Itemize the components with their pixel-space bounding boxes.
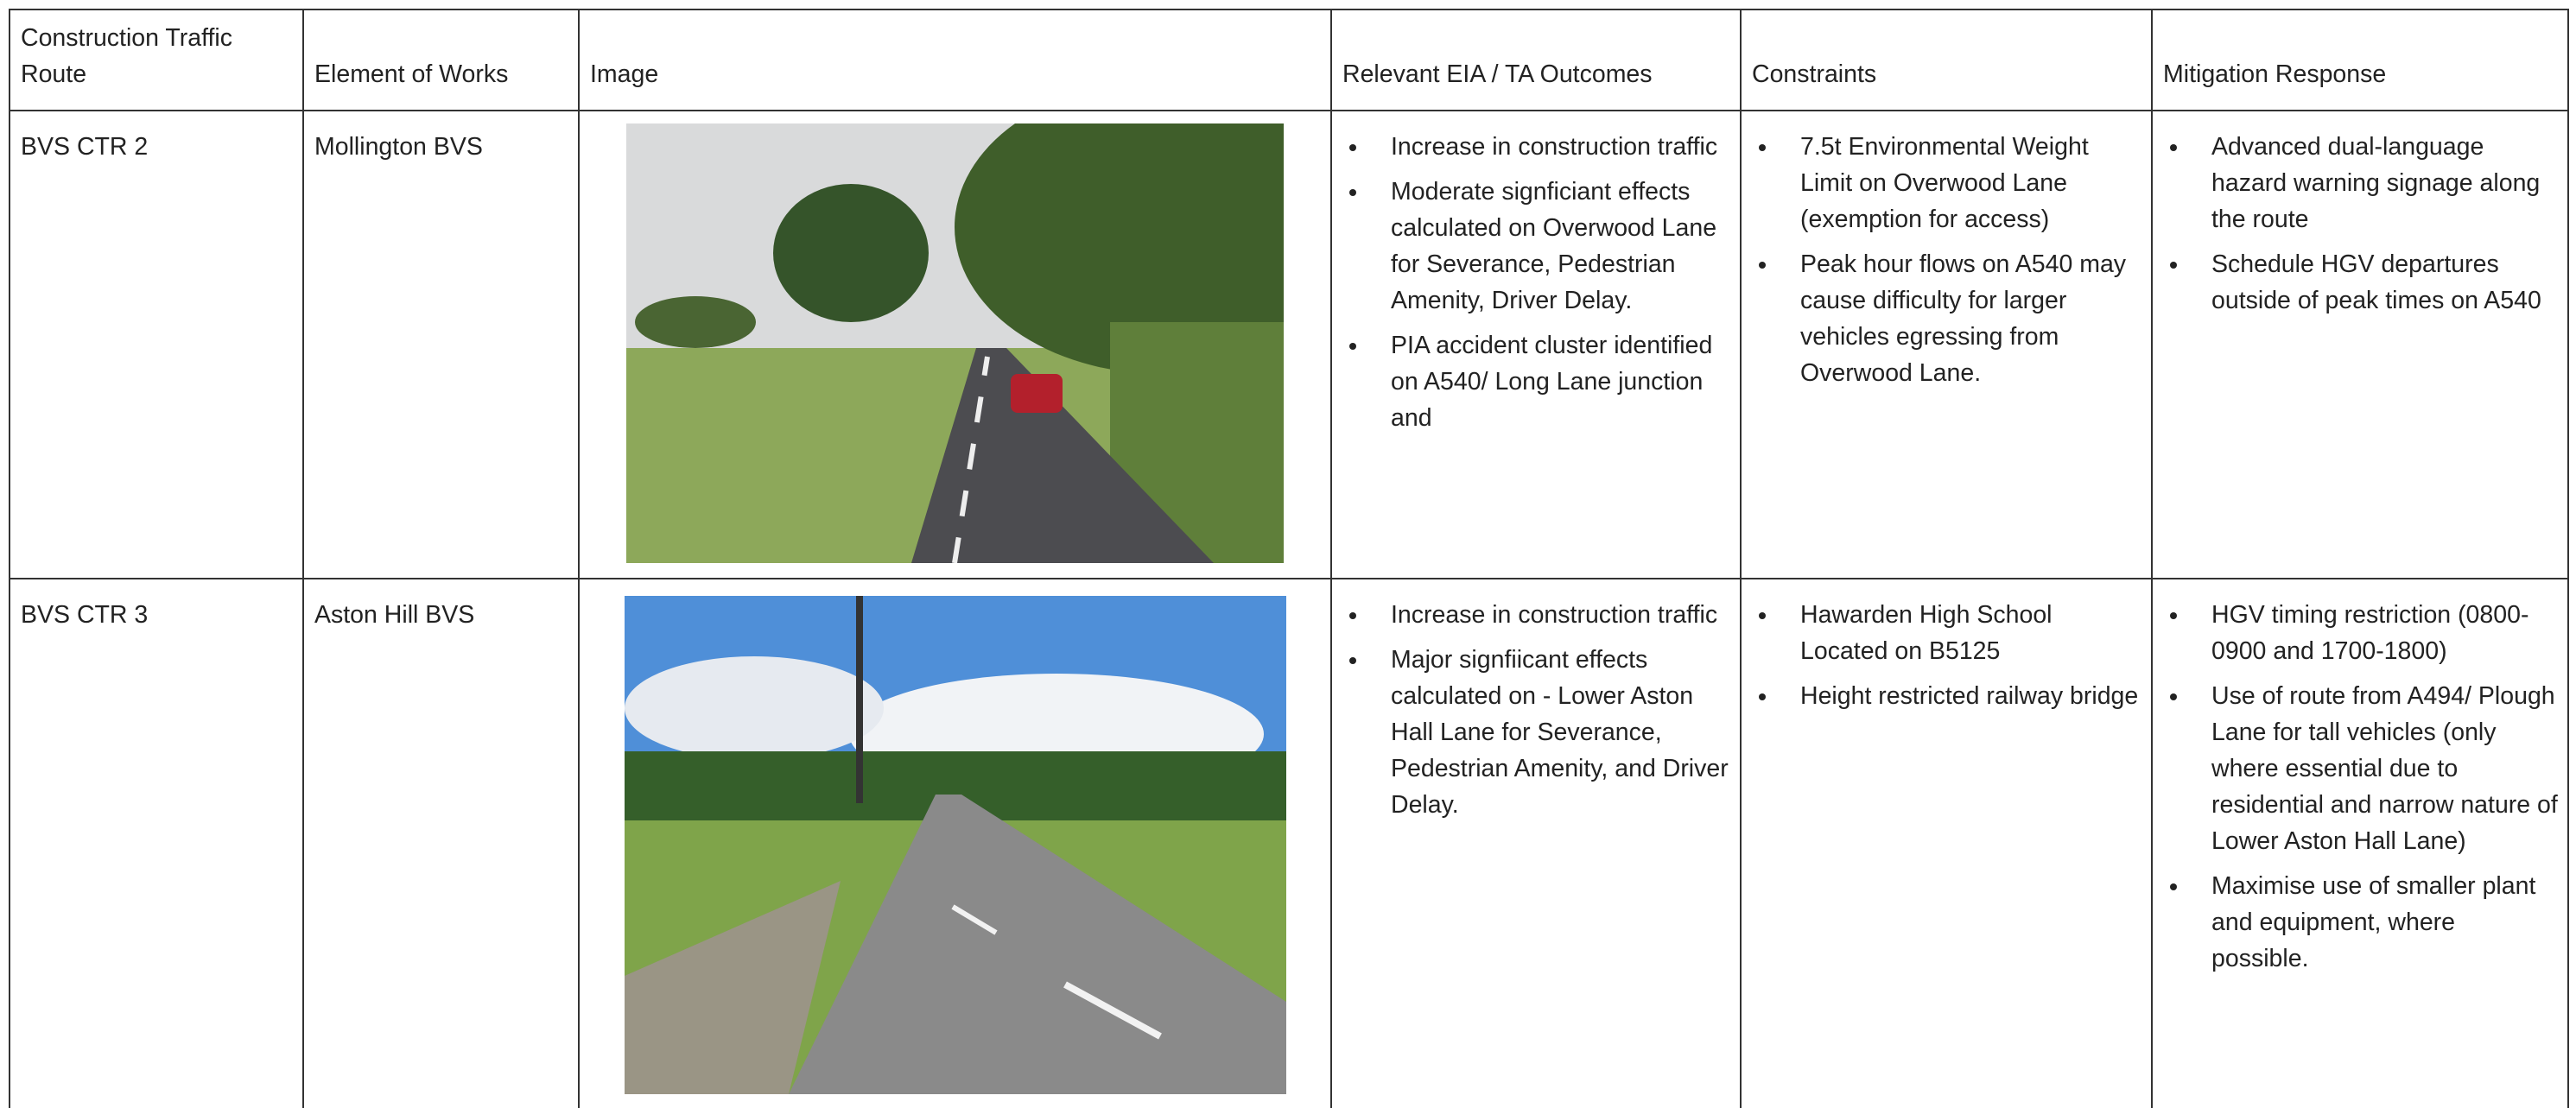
constraint-item: 7.5t Environmental Weight Limit on Overw… [1800,129,2141,237]
header-text: Relevant EIA / TA Outcomes [1342,56,1653,92]
outcome-list: Increase in construction traffic Major si… [1342,597,1729,823]
header-cell: Construction Traffic Route [9,9,302,110]
mitigation-list: Advanced dual-language hazard warning si… [2163,129,2558,319]
route-text: BVS CTR 3 [21,597,292,633]
header-text: Constraints [1752,56,1876,92]
table-cell: HGV timing restriction (0800-0900 and 17… [2151,578,2568,1108]
mitigation-item: Use of route from A494/ Plough Lane for … [2211,678,2558,859]
constraint-item: Height restricted railway bridge [1800,678,2141,714]
route-photo [625,596,1286,1094]
constraint-list: Hawarden High School Located on B5125 Hei… [1752,597,2141,714]
mitigation-item: HGV timing restriction (0800-0900 and 17… [2211,597,2558,669]
header-text: Mitigation Response [2163,56,2386,92]
outcome-list: Increase in construction traffic Moderate… [1342,129,1729,436]
table-cell: Increase in construction traffic Moderate… [1330,110,1740,578]
header-cell: Constraints [1740,9,2151,110]
outcome-item: PIA accident cluster identified on A540/… [1391,327,1729,436]
outcome-item: Increase in construction traffic [1391,597,1729,633]
header-text: Construction Traffic Route [21,20,292,92]
table-cell: Hawarden High School Located on B5125 Hei… [1740,578,2151,1108]
header-text: Image [590,56,658,92]
table-cell: Increase in construction traffic Major si… [1330,578,1740,1108]
header-cell: Relevant EIA / TA Outcomes [1330,9,1740,110]
table-border [2567,9,2569,1108]
page: {"table":{"headers":["Construction Traff… [0,0,2576,1108]
mitigation-item: Schedule HGV departures outside of peak … [2211,246,2558,319]
table-cell: BVS CTR 2 [9,110,302,578]
route-photo [626,123,1284,563]
mitigation-item: Maximise use of smaller plant and equipm… [2211,868,2558,977]
table-cell: Mollington BVS [302,110,578,578]
header-cell: Mitigation Response [2151,9,2568,110]
constraint-item: Peak hour flows on A540 may cause diffic… [1800,246,2141,391]
element-text: Mollington BVS [314,129,568,165]
mitigation-item: Advanced dual-language hazard warning si… [2211,129,2558,237]
outcome-item: Increase in construction traffic [1391,129,1729,165]
table-cell: Advanced dual-language hazard warning si… [2151,110,2568,578]
outcome-item: Moderate signficiant effects calculated … [1391,174,1729,319]
table-cell: Aston Hill BVS [302,578,578,1108]
table-cell: 7.5t Environmental Weight Limit on Overw… [1740,110,2151,578]
mitigation-list: HGV timing restriction (0800-0900 and 17… [2163,597,2558,977]
constraint-item: Hawarden High School Located on B5125 [1800,597,2141,669]
constraint-list: 7.5t Environmental Weight Limit on Overw… [1752,129,2141,391]
header-text: Element of Works [314,56,508,92]
outcome-item: Major signfiicant effects calculated on … [1391,642,1729,823]
route-text: BVS CTR 2 [21,129,292,165]
table-cell: BVS CTR 3 [9,578,302,1108]
element-text: Aston Hill BVS [314,597,568,633]
header-cell: Image [578,9,1330,110]
header-cell: Element of Works [302,9,578,110]
